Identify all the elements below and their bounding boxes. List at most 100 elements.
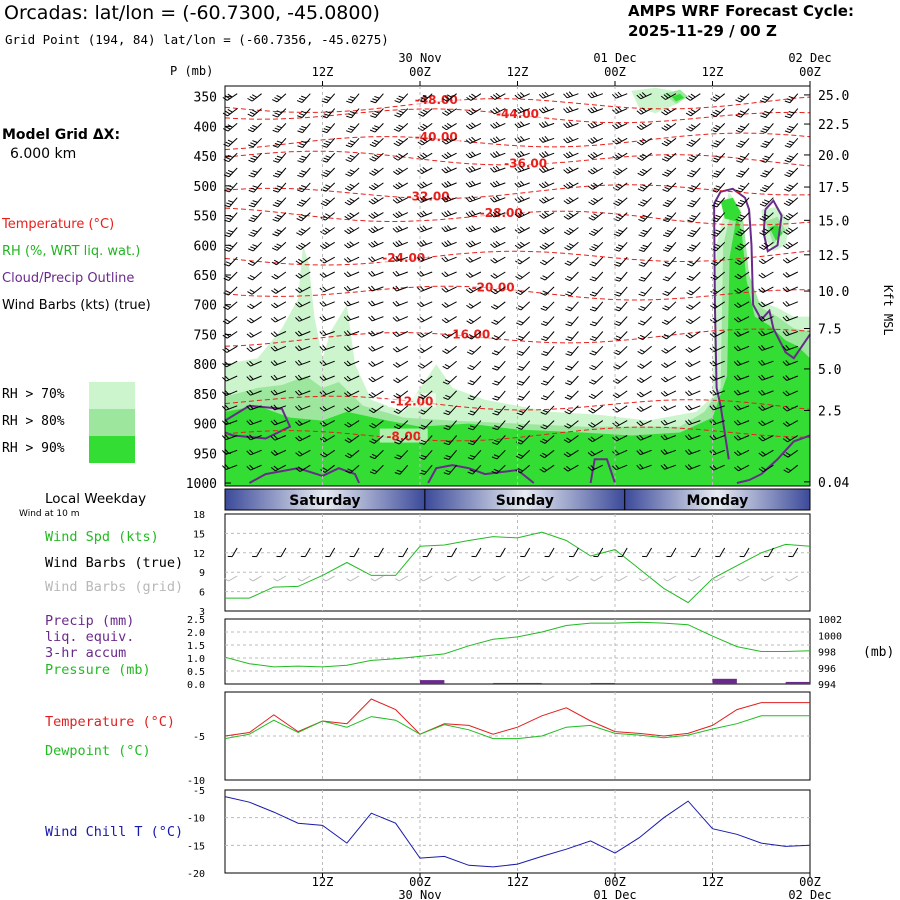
wind-barb-staff xyxy=(326,123,336,133)
wind-barb-flag xyxy=(471,165,476,171)
wind-barb xyxy=(540,375,555,386)
wind-barb-flag xyxy=(422,109,428,113)
wind-barb-flag xyxy=(734,289,740,294)
wind-barb-flag xyxy=(591,350,597,354)
wind-barb-flag xyxy=(515,276,521,280)
wind-barb xyxy=(662,212,677,223)
wind-barb-flag xyxy=(687,375,693,381)
wind-barb xyxy=(443,435,457,446)
barb-staff xyxy=(646,547,652,557)
wind-barb xyxy=(370,108,384,118)
wind-barb-flag xyxy=(660,95,666,100)
wind-barb-flag xyxy=(347,156,353,161)
kft-tick-label: 20.0 xyxy=(818,149,849,164)
wind-barb-flag xyxy=(272,145,279,148)
wind-barb-flag xyxy=(270,420,276,426)
wind-barb-flag xyxy=(349,198,355,202)
wind-barb-flag xyxy=(786,186,792,190)
wind-barb xyxy=(490,240,506,249)
wind-barb-staff xyxy=(349,182,360,191)
wind-barb-flag xyxy=(249,419,254,425)
wind-barb-flag xyxy=(736,288,742,293)
barb-flag xyxy=(593,555,598,558)
wind-barb-flag xyxy=(228,200,234,203)
wind-barb xyxy=(369,137,384,148)
wind-barb-flag xyxy=(713,127,719,131)
wind-barb-staff xyxy=(446,316,457,324)
wind-barb xyxy=(270,316,287,323)
wind-barb-staff xyxy=(714,301,725,309)
wind-barb-flag xyxy=(396,126,402,130)
wind-barb-flag xyxy=(690,108,696,113)
wind-barb-flag xyxy=(663,140,670,145)
wind-barb-flag xyxy=(660,450,665,455)
wind-barb-flag xyxy=(542,275,548,279)
wind-barb-flag xyxy=(343,258,349,263)
wind-barb xyxy=(441,240,457,248)
surface-wind-barb xyxy=(447,547,457,558)
wind-barb-flag xyxy=(785,315,790,321)
wind-barb-flag xyxy=(298,201,305,205)
wind-barb xyxy=(637,197,652,207)
wind-barb xyxy=(368,211,384,219)
wind-barb-flag xyxy=(222,377,227,382)
wind-barb xyxy=(368,226,384,234)
wind-barb xyxy=(344,390,360,397)
wind-barb xyxy=(441,271,457,278)
wind-barb xyxy=(685,449,701,455)
wind-barb-staff xyxy=(300,227,311,236)
wind-barb-flag xyxy=(566,423,572,427)
wind-barb-flag xyxy=(490,290,496,295)
wind-barb xyxy=(466,331,482,340)
wind-barb-flag xyxy=(298,466,303,471)
wind-barb-flag xyxy=(392,301,397,307)
wind-barb-flag xyxy=(493,273,498,278)
wind-barb xyxy=(758,330,774,337)
wind-barb xyxy=(369,420,384,429)
wind-barb-flag xyxy=(346,360,352,366)
wind-barb-flag xyxy=(246,390,251,396)
wind-barb-flag xyxy=(444,182,449,187)
wind-barb xyxy=(660,405,677,412)
wind-barb-staff xyxy=(470,301,482,309)
wind-barb-flag xyxy=(758,421,763,427)
wind-barb-flag xyxy=(369,471,376,475)
wind-barb xyxy=(587,121,603,129)
wind-barb-flag xyxy=(636,464,641,470)
wind-barb xyxy=(492,375,506,386)
kft-tick-label: 17.5 xyxy=(818,181,849,196)
wind-barb xyxy=(539,196,555,204)
wind-barb-flag xyxy=(520,195,525,201)
wind-barb-staff xyxy=(275,464,287,472)
wind-barb-flag xyxy=(685,320,691,325)
wind-barb-flag xyxy=(343,331,349,336)
wind-barb-staff xyxy=(348,375,360,382)
wind-barb-staff xyxy=(738,286,750,294)
wind-barb-flag xyxy=(544,227,550,232)
wind-barb xyxy=(783,464,799,474)
wind-barb-flag xyxy=(421,454,427,458)
wind-barb-flag xyxy=(417,318,422,323)
wind-barb-flag xyxy=(666,92,671,97)
wind-barb-flag xyxy=(471,195,476,201)
wind-barb-staff xyxy=(252,271,262,281)
wind-barb-flag xyxy=(593,121,598,127)
label-precip: Precip (mm) xyxy=(45,613,135,629)
wind-barb-flag xyxy=(544,181,549,186)
wind-barb-flag xyxy=(491,470,497,474)
wind-barb xyxy=(735,182,750,193)
wind-barb xyxy=(343,300,360,307)
wind-barb-flag xyxy=(589,338,596,342)
wind-barb xyxy=(319,405,335,412)
wind-barb-flag xyxy=(761,258,767,263)
wind-barb-flag xyxy=(368,362,373,367)
wind-barb-flag xyxy=(370,115,376,118)
wind-barb-flag xyxy=(688,95,694,100)
temp-contour-label: -12.00 xyxy=(390,394,433,408)
wind-barb-flag xyxy=(589,367,595,371)
wind-barb-flag xyxy=(494,395,500,399)
wind-barb xyxy=(587,106,603,114)
wind-barb-staff xyxy=(323,375,335,381)
wind-barb xyxy=(272,108,287,118)
wind-barb-staff xyxy=(592,435,604,443)
